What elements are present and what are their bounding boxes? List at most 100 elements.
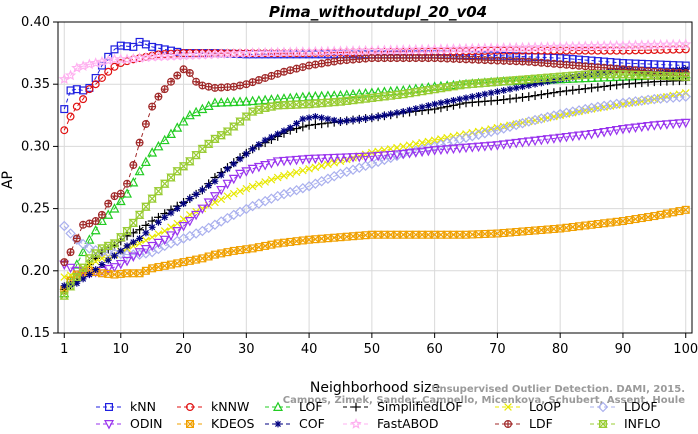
legend-entry-ldf: LDF [495,416,553,431]
data-point [92,266,100,273]
data-point [418,103,426,111]
data-point [517,138,528,148]
data-point [366,152,377,162]
data-point [335,153,346,164]
data-point [159,134,170,145]
data-point [342,56,351,65]
data-point [479,127,491,139]
data-point [136,235,144,242]
data-point [454,144,465,154]
data-point [173,71,182,80]
data-point [543,89,553,99]
data-point [211,177,219,185]
y-tick-label: 0.25 [21,202,50,217]
legend-label: INFLO [624,416,661,431]
data-point [154,263,163,272]
data-point [253,162,264,173]
data-point [184,157,195,166]
data-point [354,88,365,98]
x-tick-label: 80 [552,342,569,357]
data-point [229,189,238,198]
data-point [216,97,227,107]
data-point [166,260,175,269]
data-point [318,114,326,122]
data-point [109,203,120,213]
series-line [63,41,686,110]
data-point [66,248,75,257]
data-point [348,88,359,99]
data-point [316,154,327,164]
data-point [129,161,138,170]
data-point [236,187,244,196]
legend-entry-ldof: LDOF [590,399,658,414]
data-point [129,42,138,51]
data-point [487,89,495,97]
x-tick-label: 50 [364,342,381,357]
data-point [267,175,276,184]
data-point [153,140,164,151]
data-point [84,234,95,244]
data-point [253,95,264,105]
data-point [110,62,119,71]
data-point [209,192,220,202]
data-point [96,215,107,226]
data-point [555,133,566,144]
x-tick-label: 10 [112,342,129,357]
data-point [323,58,332,67]
legend-label: LOF [299,399,323,414]
series-layer [58,37,692,300]
data-point [437,135,445,143]
data-point [223,192,232,200]
data-point [354,152,365,163]
data-point [460,132,472,143]
data-point [649,121,660,131]
data-point [529,114,541,126]
data-point [235,96,246,106]
data-point [185,69,194,78]
data-point [85,85,94,94]
data-point [386,230,395,239]
data-point [228,209,240,221]
legend-entry-fastabod: FastABOD [343,416,439,431]
data-point [91,217,100,226]
data-point [217,171,225,179]
data-point [109,263,120,273]
data-point [241,167,252,177]
data-point [155,218,162,226]
data-point [161,213,169,221]
data-point [485,126,497,137]
data-point [636,122,647,133]
series-kdeos [60,205,690,294]
data-point [348,153,359,163]
legend-label: LDF [529,416,553,431]
data-point [617,124,628,135]
y-axis-ticks: 0.15 0.20 0.25 0.30 0.35 0.40 [21,15,58,341]
data-point [135,138,144,147]
data-point [599,82,609,91]
legend-label: ODIN [130,416,163,431]
x-tick-label: 90 [615,342,632,357]
data-point [374,230,383,239]
legend-entry-lof: LOF [265,399,323,414]
data-point [78,246,89,257]
data-point [172,122,183,132]
data-point [399,142,408,151]
watermark-line-1: Unsupervised Outlier Detection. DAMI, 20… [431,384,685,395]
data-point [140,156,151,166]
data-point [310,120,320,129]
data-point [587,83,596,93]
data-point [242,184,251,193]
y-tick-label: 0.40 [21,15,50,30]
data-point [205,182,213,189]
data-point [461,143,472,154]
data-point [292,168,301,177]
data-point [166,77,175,86]
legend-label: kNNW [211,399,249,414]
data-point [261,136,269,144]
data-point [71,62,83,73]
data-point [217,249,226,258]
data-point [305,114,313,122]
data-point [467,143,478,153]
data-point [228,122,239,131]
data-point [574,131,585,141]
